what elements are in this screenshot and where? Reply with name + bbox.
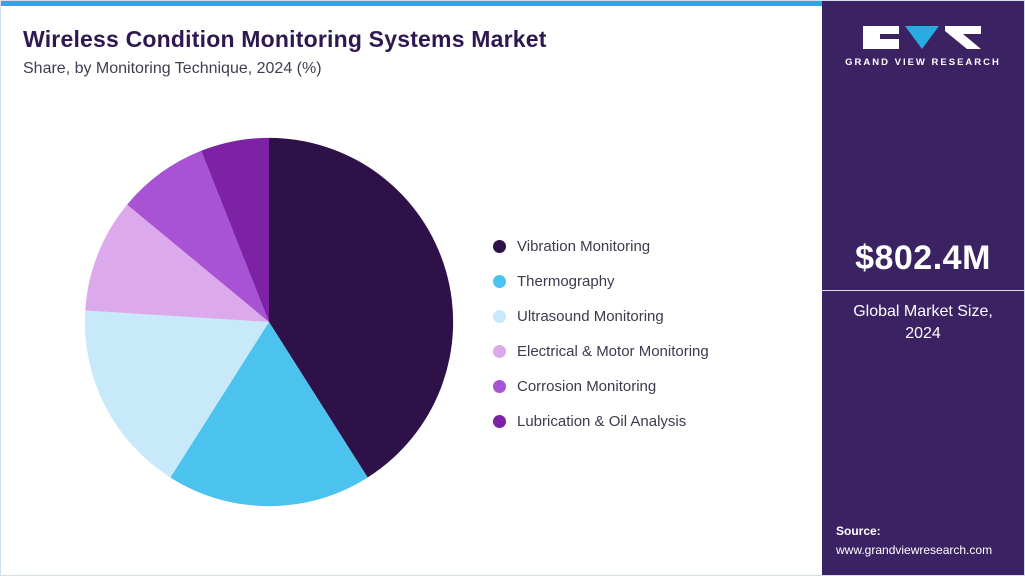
market-size-value: $802.4M [855, 239, 991, 277]
main-panel: Wireless Condition Monitoring Systems Ma… [1, 1, 822, 575]
pie-chart [84, 137, 454, 507]
legend-item: Lubrication & Oil Analysis [493, 413, 709, 430]
legend-swatch [493, 310, 506, 323]
chart-legend: Vibration Monitoring Thermography Ultrasou… [493, 238, 709, 448]
market-size-caption: Global Market Size, 2024 [853, 303, 993, 342]
source-url: www.grandviewresearch.com [836, 543, 993, 557]
legend-label: Corrosion Monitoring [517, 378, 657, 395]
pie-slice-0 [269, 137, 454, 478]
legend-item: Corrosion Monitoring [493, 378, 709, 395]
source-block: Source: www.grandviewresearch.com [836, 524, 992, 559]
pie-slice-3 [85, 204, 269, 322]
legend-swatch [493, 240, 506, 253]
legend-swatch [493, 275, 506, 288]
legend-label: Ultrasound Monitoring [517, 308, 664, 325]
legend-swatch [493, 380, 506, 393]
legend-label: Thermography [517, 273, 615, 290]
legend-item: Ultrasound Monitoring [493, 308, 709, 325]
legend-item: Electrical & Motor Monitoring [493, 343, 709, 360]
brand-block: GRAND VIEW RESEARCH [822, 25, 1024, 68]
pie-slice-2 [84, 310, 269, 478]
pie-slice-1 [170, 322, 368, 507]
legend-label: Vibration Monitoring [517, 238, 651, 255]
pie-slice-4 [127, 150, 269, 322]
pie-slice-5 [201, 137, 269, 322]
legend-label: Lubrication & Oil Analysis [517, 413, 687, 430]
pie-chart-container [83, 136, 455, 508]
legend-item: Thermography [493, 273, 709, 290]
divider [822, 290, 1024, 291]
right-sidebar: GRAND VIEW RESEARCH $802.4M Global Marke… [822, 1, 1024, 575]
legend-item: Vibration Monitoring [493, 238, 709, 255]
chart-header: Wireless Condition Monitoring Systems Ma… [23, 26, 547, 78]
market-size-block: $802.4M Global Market Size, 2024 [822, 239, 1024, 344]
gvr-logo-icon [863, 26, 981, 49]
source-label: Source: [836, 524, 881, 538]
brand-name: GRAND VIEW RESEARCH [845, 57, 1001, 68]
legend-swatch [493, 345, 506, 358]
page-subtitle: Share, by Monitoring Technique, 2024 (%) [23, 60, 322, 77]
page-title: Wireless Condition Monitoring Systems Ma… [23, 26, 547, 52]
legend-swatch [493, 415, 506, 428]
legend-label: Electrical & Motor Monitoring [517, 343, 709, 360]
